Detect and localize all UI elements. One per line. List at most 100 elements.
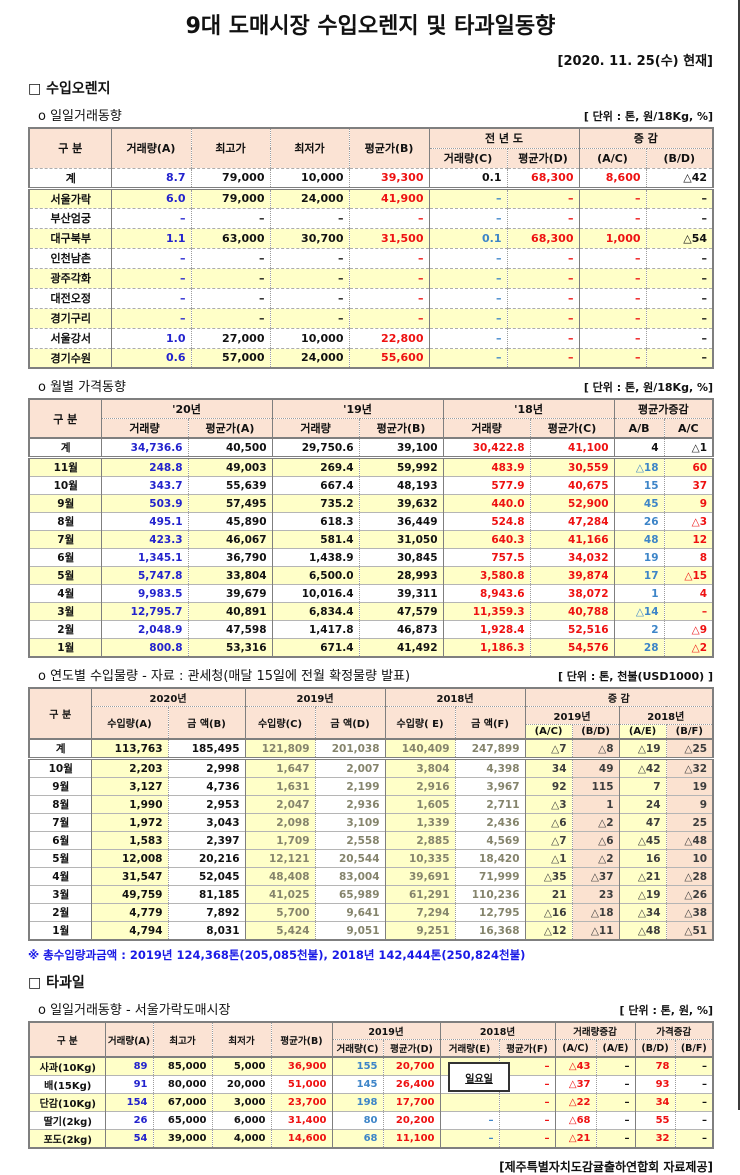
table-cell: 28,993 (358, 566, 444, 585)
table-cell: 39,000 (152, 1129, 212, 1148)
table-cell: 4,398 (454, 758, 526, 778)
row-label: 5월 (29, 566, 101, 585)
table-cell: 41,492 (358, 638, 444, 657)
table-cell: 1,000 (578, 227, 646, 248)
row-label: 2월 (29, 903, 91, 922)
report-date: [2020. 11. 25(수) 현재] (557, 54, 713, 69)
table-cell: 115 (571, 777, 620, 796)
table-cell: 757.5 (442, 548, 531, 567)
table-cell: 1.1 (110, 227, 191, 248)
unit-label-other: [ 단위 : 톤, 원, %] (619, 1004, 713, 1017)
table-cell: 640.3 (442, 530, 531, 549)
table-cell: 1,990 (90, 795, 168, 814)
table-cell: 248.8 (100, 457, 188, 477)
section-heading-other-fruits: □ 타과일 (28, 975, 85, 991)
table-cell: 40,675 (529, 476, 615, 495)
table-cell: – (578, 267, 646, 288)
table-cell: △37 (571, 867, 620, 886)
row-label: 3월 (29, 602, 101, 621)
col-header-avg-b: 평균가(B) (358, 418, 444, 438)
table-cell: 16,368 (454, 921, 526, 940)
table-cell: 667.4 (271, 476, 360, 495)
table-cell: 19 (665, 777, 714, 796)
table-row: 계 113,763 185,495 121,809 201,038 140,409 247,… (29, 738, 714, 760)
row-label: 단감(10Kg) (29, 1093, 105, 1112)
col-header-2018: 2018년 (439, 1022, 555, 1040)
table-cell: 32 (634, 1129, 676, 1148)
table-cell: △6 (571, 831, 620, 850)
table-cell: 23 (571, 885, 620, 904)
table-cell: 11,100 (382, 1129, 440, 1148)
table-cell: 7,892 (167, 903, 246, 922)
table-cell: 8,600 (578, 167, 646, 190)
table-cell: 5,747.8 (100, 566, 188, 585)
table-row: 부산엄궁 – – – – – – – – (29, 207, 714, 228)
table-cell: 34,032 (529, 548, 615, 567)
table-row: 9월 503.9 57,495 735.2 39,632 440.0 52,900 45 9 (29, 494, 714, 513)
col-header-year-18: '18년 (442, 399, 615, 419)
table-cell: 39,632 (358, 494, 444, 513)
col-header-avg-d: 평균가(D) (506, 148, 579, 168)
table-cell: – (190, 207, 270, 228)
table-row: 서울강서 1.0 27,000 10,000 22,800– – – – (29, 327, 714, 348)
table-cell: 47,579 (358, 602, 444, 621)
table-cell: 12,121 (244, 849, 316, 868)
col-header-gubun: 구 분 (29, 1022, 105, 1057)
table-cell: 581.4 (271, 530, 360, 549)
table-cell: 39,311 (358, 584, 444, 603)
table-cell: 65,989 (314, 885, 386, 904)
total-import-footnote: ※ 총수입량과금액 : 2019년 124,368톤(205,085천불), 2… (28, 948, 526, 962)
sunday-note-box: 일요일 (448, 1062, 510, 1092)
col-header-bf: (B/F) (674, 1039, 714, 1057)
table-cell: △7 (524, 831, 573, 850)
col-header-bd: (B/D) (645, 148, 714, 168)
table-cell: 2,436 (454, 813, 526, 832)
table-cell: 40,500 (187, 437, 273, 459)
table-cell: – (645, 287, 714, 308)
table-cell: 80,000 (152, 1075, 212, 1094)
table-cell: △28 (665, 867, 714, 886)
table-cell: – (506, 247, 579, 268)
table-cell: 577.9 (442, 476, 531, 495)
col-header-change-2019: 2019년 (524, 706, 620, 725)
col-header-import-e: 수입량( E) (384, 706, 456, 739)
table-cell: 31,500 (348, 227, 429, 248)
table-cell: 23,700 (270, 1093, 332, 1112)
table-cell: 10,000 (269, 327, 349, 348)
col-header-2020: 2020년 (90, 688, 246, 707)
table-cell: 2,558 (314, 831, 386, 850)
table-cell: 1,647 (244, 758, 316, 778)
table-cell: 63,000 (190, 227, 270, 248)
col-header-2018: 2018년 (384, 688, 526, 707)
table-cell: 38,072 (529, 584, 615, 603)
col-header-amount-f: 금 액(F) (454, 706, 526, 739)
table-cell: 54,576 (529, 638, 615, 657)
row-label: 1월 (29, 921, 91, 940)
table-cell: 2,007 (314, 758, 386, 778)
table-cell: △21 (554, 1129, 596, 1148)
table-cell: – (110, 207, 191, 228)
row-label: 경기구리 (29, 307, 111, 328)
table-row: 10월 343.7 55,639 667.4 48,193 577.9 40,675 15 37 (29, 476, 714, 495)
table-cell: 1,583 (90, 831, 168, 850)
table-cell: – (110, 287, 191, 308)
table-cell: △14 (613, 602, 665, 621)
table-cell: – (348, 287, 429, 308)
table-cell: 52,045 (167, 867, 246, 886)
table-cell: 39,300 (348, 167, 429, 190)
row-label: 경기수원 (29, 347, 111, 368)
col-header-volume-a: 거래량(A) (104, 1022, 153, 1057)
col-header-high: 최고가 (152, 1022, 212, 1057)
col-header-year-20: '20년 (100, 399, 273, 419)
table-cell: 503.9 (100, 494, 188, 513)
table-cell: 113,763 (90, 738, 168, 760)
table-cell: – (645, 307, 714, 328)
table-cell: 2,397 (167, 831, 246, 850)
row-label: 계 (29, 167, 111, 190)
table-cell: 79,000 (190, 167, 270, 190)
table-cell: 41,900 (348, 187, 429, 208)
table-cell: 20,700 (382, 1056, 440, 1076)
table-cell: 68,300 (506, 227, 579, 248)
table-cell: 24 (618, 795, 667, 814)
table-cell: 7 (618, 777, 667, 796)
